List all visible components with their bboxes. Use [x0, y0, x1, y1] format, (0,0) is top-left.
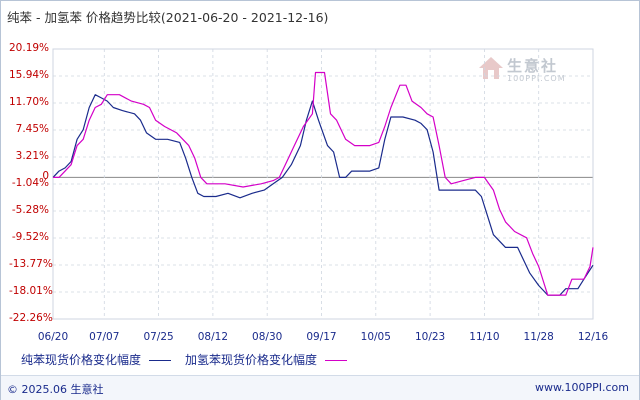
y-tick-label: -9.52%	[11, 230, 49, 243]
chart-legend: 纯苯现货价格变化幅度 加氢苯现货价格变化幅度	[21, 351, 361, 368]
y-tick-label: -18.01%	[9, 284, 53, 297]
series-line-1	[52, 94, 594, 296]
series-line-2	[53, 71, 594, 296]
house-logo-icon	[479, 57, 503, 79]
y-tick-label: -13.77%	[9, 258, 53, 270]
x-tick-label: 12/16	[577, 331, 609, 343]
x-tick-label: 11/10	[469, 331, 500, 343]
y-tick-label: 11.70%	[9, 96, 50, 108]
y-tick-label: 0	[42, 170, 49, 183]
footer-bar: © 2025.06 生意社 www.100PPI.com	[1, 375, 639, 400]
legend-swatch-series1	[149, 360, 172, 361]
y-tick-label: -1.04%	[11, 177, 49, 190]
legend-label-series1: 纯苯现货价格变化幅度	[21, 353, 142, 367]
y-tick-label: -22.26%	[9, 312, 53, 324]
watermark-site: 100PPI.COM	[507, 74, 566, 83]
x-tick-label: 08/12	[197, 331, 229, 343]
watermark-logo: 生意社 100PPI.COM	[477, 55, 582, 85]
chart-title: 纯苯 - 加氢苯 价格趋势比较(2021-06-20 - 2021-12-16)	[7, 10, 329, 25]
x-tick-label: 07/25	[143, 331, 174, 343]
x-tick-label: 08/30	[252, 331, 283, 343]
y-tick-label: -5.28%	[11, 204, 49, 216]
y-tick-label: 3.21%	[15, 150, 49, 162]
watermark-brand: 生意社	[507, 57, 559, 75]
y-tick-label: 20.19%	[9, 42, 50, 54]
x-tick-label: 10/05	[360, 331, 391, 343]
footer-site-link[interactable]: www.100PPI.com	[535, 381, 629, 394]
x-tick-label: 06/20	[37, 331, 69, 343]
y-tick-label: 7.45%	[15, 123, 49, 136]
x-tick-label: 10/23	[414, 331, 446, 343]
x-tick-label: 11/28	[523, 331, 554, 343]
y-tick-label: 15.94%	[9, 69, 50, 82]
x-tick-label: 07/07	[89, 331, 120, 343]
x-tick-label: 09/17	[306, 331, 337, 343]
footer-copyright: © 2025.06 生意社	[7, 383, 104, 396]
legend-label-series2: 加氢苯现货价格变化幅度	[185, 353, 318, 367]
legend-swatch-series2	[325, 360, 348, 361]
